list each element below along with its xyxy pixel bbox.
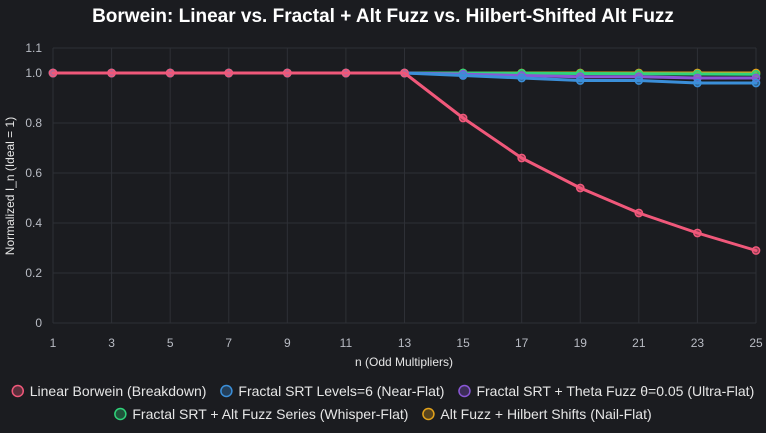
legend-label: Fractal SRT + Theta Fuzz θ=0.05 (Ultra-F… — [476, 383, 754, 399]
x-tick-label: 3 — [108, 336, 115, 350]
legend-label: Linear Borwein (Breakdown) — [30, 383, 207, 399]
x-tick-label: 21 — [632, 336, 646, 350]
x-tick-label: 11 — [340, 336, 353, 350]
legend-swatch — [422, 407, 435, 421]
data-point[interactable] — [107, 68, 116, 78]
x-tick-label: 13 — [398, 336, 412, 350]
legend-swatch — [11, 384, 25, 398]
axis-layer: 00.20.40.60.81.01.11 3 5 7 9 11 13 15 17 19 21 23 25 — [25, 41, 763, 350]
chart-title: Borwein: Linear vs. Fractal + Alt Fuzz v… — [92, 6, 674, 27]
y-tick-label: 0 — [35, 316, 42, 330]
y-tick-label: 1.0 — [25, 66, 42, 80]
data-point[interactable] — [224, 68, 234, 78]
data-point[interactable] — [517, 73, 527, 83]
data-point[interactable] — [48, 68, 58, 78]
data-point[interactable] — [634, 208, 644, 218]
data-point[interactable] — [458, 113, 468, 123]
x-tick-label: 19 — [574, 336, 588, 350]
legend-item[interactable]: Alt Fuzz + Hilbert Shifts (Nail-Flat) — [422, 406, 652, 422]
x-tick-label: 17 — [515, 336, 529, 350]
y-tick-label: 1.1 — [25, 41, 42, 55]
legend-item[interactable]: Fractal SRT Levels=6 (Near-Flat) — [220, 383, 445, 399]
data-point[interactable] — [165, 68, 175, 78]
data-point[interactable] — [400, 68, 409, 78]
data-point[interactable] — [458, 71, 468, 80]
data-point[interactable] — [282, 68, 292, 78]
legend-item[interactable]: Fractal SRT + Theta Fuzz θ=0.05 (Ultra-F… — [458, 383, 754, 399]
legend-label: Alt Fuzz + Hilbert Shifts (Nail-Flat) — [440, 406, 651, 422]
legend: Linear Borwein (Breakdown) Fractal SRT Le… — [11, 383, 754, 422]
x-tick-label: 25 — [749, 336, 763, 350]
x-tick-label: 23 — [691, 336, 705, 350]
data-point[interactable] — [751, 78, 761, 88]
x-tick-label: 5 — [167, 336, 174, 350]
data-point[interactable] — [693, 228, 702, 238]
x-tick-label: 15 — [456, 336, 470, 350]
legend-label: Fractal SRT Levels=6 (Near-Flat) — [238, 383, 444, 399]
data-point[interactable] — [575, 76, 585, 85]
x-tick-label: 9 — [284, 336, 291, 350]
data-point[interactable] — [341, 68, 351, 78]
data-point[interactable] — [575, 183, 585, 193]
legend-swatch — [114, 407, 127, 421]
legend-label: Fractal SRT + Alt Fuzz Series (Whisper-F… — [132, 406, 408, 422]
x-tick-label: 1 — [50, 336, 57, 350]
y-axis-title: Normalized I_n (Ideal = 1) — [3, 117, 17, 255]
data-point[interactable] — [634, 76, 644, 85]
grid-layer — [52, 47, 757, 324]
x-tick-label: 7 — [225, 336, 232, 350]
y-tick-label: 0.4 — [25, 216, 42, 230]
legend-item[interactable]: Linear Borwein (Breakdown) — [11, 383, 207, 399]
y-tick-label: 0.8 — [25, 116, 42, 130]
series-1 — [48, 68, 761, 255]
y-tick-label: 0.6 — [25, 166, 42, 180]
legend-swatch — [458, 384, 471, 398]
data-point[interactable] — [693, 78, 702, 88]
x-axis-title: n (Odd Multipliers) — [355, 355, 453, 369]
legend-swatch — [220, 384, 233, 398]
data-point[interactable] — [751, 246, 761, 255]
series-layer — [48, 68, 761, 255]
legend-item[interactable]: Fractal SRT + Alt Fuzz Series (Whisper-F… — [114, 406, 409, 422]
y-tick-label: 0.2 — [25, 266, 42, 280]
data-point[interactable] — [517, 153, 527, 163]
